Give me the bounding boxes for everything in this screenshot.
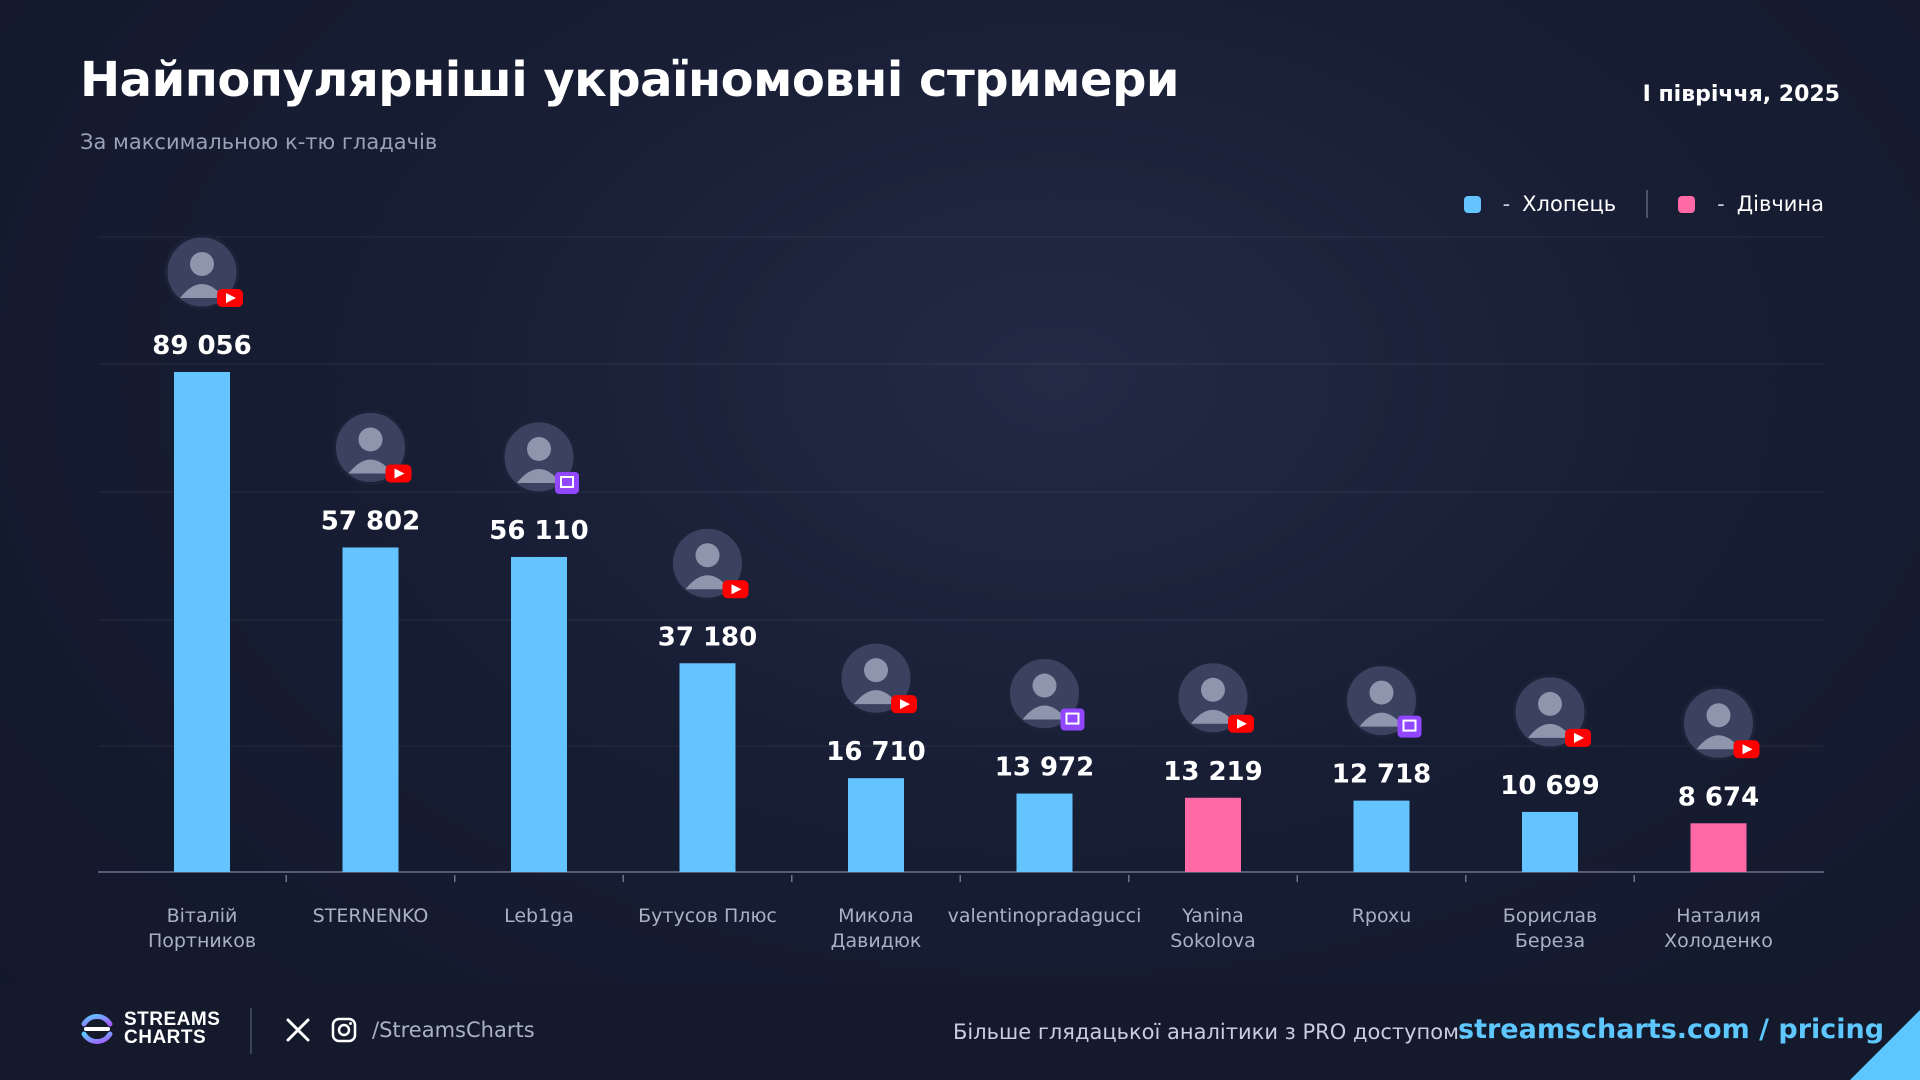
bar (848, 778, 904, 872)
avatar-head (527, 436, 551, 461)
category-label: STERNENKO (313, 905, 429, 927)
instagram-icon[interactable] (330, 1016, 358, 1044)
avatar-body (1022, 705, 1067, 720)
avatar-head (1538, 691, 1562, 716)
bar-value-label: 56 110 (489, 516, 589, 546)
legend-item-female: - Дівчина (1678, 192, 1824, 216)
category-label: Leb1ga (504, 905, 574, 927)
bar (511, 556, 567, 872)
social-handle[interactable]: /StreamsCharts (372, 1018, 535, 1042)
youtube-icon-play (1237, 718, 1247, 729)
category-label: Береза (1515, 930, 1585, 952)
avatar-head (358, 427, 383, 452)
bar (1353, 800, 1410, 872)
streams-charts-logo[interactable]: STREAMS CHARTS (78, 1010, 220, 1048)
youtube-icon-play (900, 699, 910, 710)
legend-dash: - (1717, 192, 1725, 216)
bar (1522, 811, 1578, 872)
logo-line2: CHARTS (124, 1027, 207, 1048)
avatar-body (517, 468, 561, 483)
avatar-body (1359, 712, 1404, 727)
bar-value-label: 8 674 (1678, 782, 1759, 812)
twitch-icon (555, 471, 579, 494)
youtube-icon-play (1574, 732, 1584, 743)
twitch-icon (1060, 708, 1085, 731)
youtube-icon-play (731, 584, 742, 595)
category-label: Віталій (167, 905, 238, 927)
bar (679, 663, 736, 872)
avatar-body (685, 575, 730, 590)
category-label: Борислав (1503, 905, 1598, 927)
bar-value-label: 16 710 (826, 737, 926, 767)
twitch-icon-glyph (1402, 719, 1417, 732)
twitch-icon-glyph (560, 475, 574, 488)
youtube-icon-play (1742, 744, 1753, 755)
avatar-body (180, 284, 224, 298)
logo-line1: STREAMS (124, 1009, 221, 1030)
avatar-body (348, 459, 393, 474)
avatar-body (1696, 735, 1741, 750)
legend-swatch-male (1463, 195, 1481, 213)
twitch-icon (1397, 715, 1422, 738)
chart-subtitle: За максимальною к-тю гладачів (80, 130, 438, 154)
bar-value-label: 12 718 (1332, 760, 1432, 790)
category-label: Бутусов Плюс (638, 905, 777, 927)
x-icon[interactable] (284, 1016, 312, 1044)
chart-title: Найпопулярніші україномовні стримери (80, 52, 1180, 108)
avatar-head (1201, 677, 1225, 702)
streams-charts-logo-icon (81, 1014, 113, 1044)
category-label: Yanina (1181, 905, 1244, 927)
category-label: Rpoxu (1352, 905, 1412, 927)
category-label: Микола (838, 905, 914, 927)
avatar-body (854, 690, 898, 705)
category-label: Sokolova (1170, 930, 1255, 952)
bar (342, 547, 399, 872)
legend-swatch-female (1678, 195, 1696, 213)
bar-value-label: 57 802 (321, 506, 421, 536)
legend: - Хлопець - Дівчина (1463, 190, 1824, 218)
avatar-head (1369, 680, 1394, 705)
category-label: Холоденко (1664, 930, 1773, 952)
bar-value-label: 89 056 (152, 331, 252, 361)
avatar-head (190, 252, 214, 276)
youtube-icon-play (394, 468, 405, 479)
bar-chart: 89 056 Віталій Портников 57 802 STERNENKO 56 … (98, 234, 1824, 952)
legend-dash: - (1502, 192, 1511, 216)
corner-accent (1850, 1010, 1920, 1080)
pro-access-text: Більше глядацької аналітики з PRO доступ… (953, 1020, 1467, 1044)
youtube-icon-play (226, 293, 236, 303)
bar-value-label: 37 180 (658, 622, 758, 652)
legend-label-female: Дівчина (1736, 192, 1824, 216)
bar (1690, 823, 1747, 872)
pricing-link[interactable]: streamscharts.com / pricing (1458, 1014, 1885, 1045)
footer (0, 985, 1920, 1080)
bar-value-label: 13 219 (1163, 757, 1263, 787)
bar (1185, 797, 1241, 872)
social-links: /StreamsCharts (284, 1016, 535, 1044)
category-label: Портников (148, 930, 256, 952)
avatar-head (1706, 703, 1731, 728)
avatar-head (695, 543, 720, 568)
category-label: valentinopradagucci (948, 905, 1142, 927)
legend-item-male: - Хлопець (1463, 192, 1617, 216)
legend-label-male: Хлопець (1522, 192, 1617, 216)
avatar-body (1528, 723, 1572, 738)
bar-value-label: 13 972 (995, 753, 1095, 783)
avatar-head (864, 658, 888, 683)
category-label: Наталия (1676, 905, 1761, 927)
logo-wordmark: STREAMS CHARTS (124, 1009, 221, 1048)
bar (1016, 793, 1073, 872)
twitch-icon-glyph (1065, 712, 1080, 725)
bar (174, 372, 230, 872)
period-label: І півріччя, 2025 (1642, 82, 1840, 107)
avatar-head (1032, 673, 1057, 698)
avatar-body (1191, 709, 1235, 724)
footer-divider (250, 1008, 252, 1054)
legend-divider (1646, 190, 1649, 218)
bar-value-label: 10 699 (1500, 771, 1600, 801)
category-label: Давидюк (831, 930, 922, 952)
